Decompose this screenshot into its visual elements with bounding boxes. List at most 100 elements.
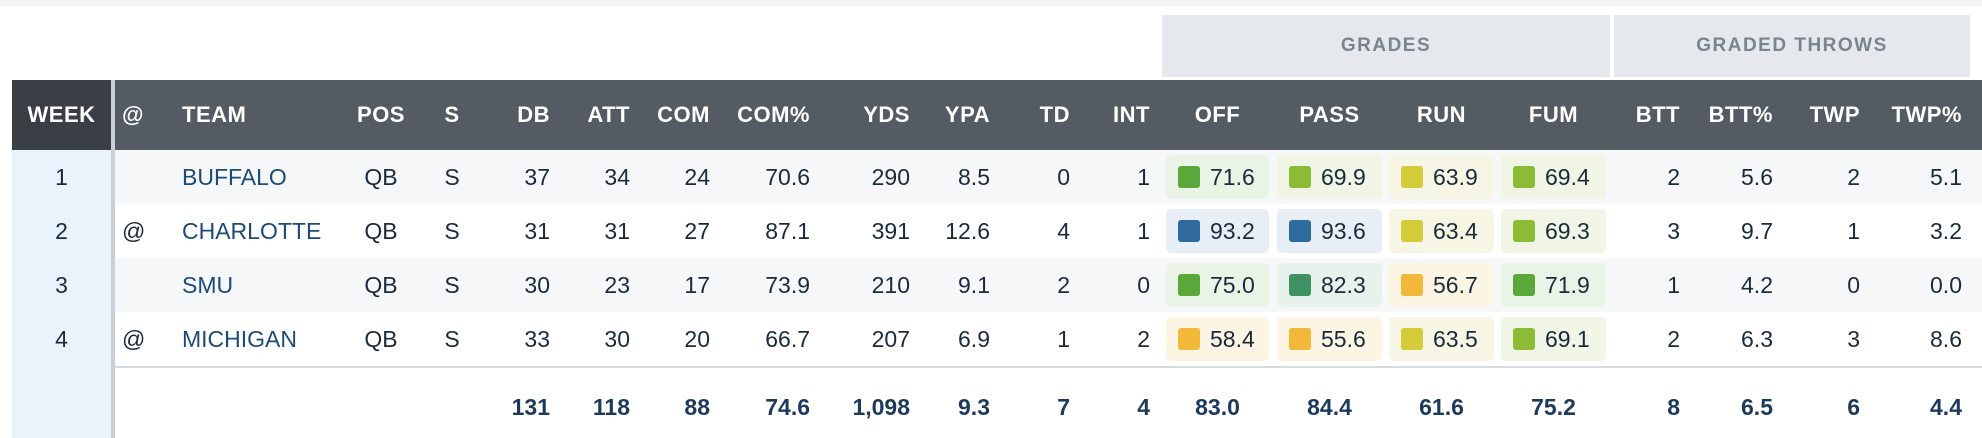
cell-att: 30	[604, 326, 630, 352]
cell-yds: 391	[871, 218, 910, 244]
total-com: 88	[684, 394, 710, 420]
column-header-pass[interactable]: PASS	[1299, 102, 1360, 127]
cell-db: 33	[524, 326, 550, 352]
column-header-com-pct[interactable]: COM%	[737, 102, 810, 127]
cell-btt: 1	[1667, 272, 1680, 298]
column-header-team[interactable]: TEAM	[182, 102, 247, 127]
cell-td: 2	[1057, 272, 1070, 298]
cell-at	[122, 150, 152, 204]
cell-btt: 3	[1667, 218, 1680, 244]
totals-divider	[115, 366, 1982, 368]
column-header-yds[interactable]: YDS	[863, 102, 910, 127]
total-fum: 75.2	[1531, 394, 1576, 420]
cell-week: 3	[55, 272, 68, 298]
grade-badge-fum: 71.9	[1501, 263, 1606, 307]
cell-pos: QB	[364, 164, 398, 190]
column-header-off[interactable]: OFF	[1194, 102, 1241, 127]
cell-yds: 210	[871, 272, 910, 298]
column-header-db[interactable]: DB	[517, 102, 550, 127]
cell-week: 1	[55, 164, 68, 190]
cell-twp-pct: 3.2	[1930, 218, 1962, 244]
group-header-graded-throws: GRADED THROWS	[1614, 15, 1970, 77]
grade-value-run: 56.7	[1433, 272, 1478, 298]
cell-com: 27	[684, 218, 710, 244]
table-row	[115, 150, 1982, 204]
cell-s: S	[444, 326, 460, 352]
total-yds: 1,098	[852, 394, 910, 420]
grade-color-swatch	[1289, 166, 1311, 188]
cell-com: 24	[684, 164, 710, 190]
column-header-com[interactable]: COM	[657, 102, 710, 127]
column-header-pos[interactable]: POS	[357, 102, 405, 127]
total-td: 7	[1057, 394, 1070, 420]
cell-db: 31	[524, 218, 550, 244]
cell-twp-pct: 5.1	[1930, 164, 1962, 190]
cell-td: 0	[1057, 164, 1070, 190]
column-header-at[interactable]: @	[122, 102, 144, 127]
column-header-ypa[interactable]: YPA	[944, 102, 990, 127]
total-btt-pct: 6.5	[1741, 394, 1773, 420]
column-header-run[interactable]: RUN	[1416, 102, 1467, 127]
cell-com-pct: 87.1	[765, 218, 810, 244]
cell-com-pct: 66.7	[765, 326, 810, 352]
column-header-btt-pct[interactable]: BTT%	[1708, 102, 1773, 127]
cell-twp-pct: 8.6	[1930, 326, 1962, 352]
grade-value-fum: 69.4	[1545, 164, 1590, 190]
grade-value-run: 63.5	[1433, 326, 1478, 352]
column-header-td[interactable]: TD	[1039, 102, 1070, 127]
column-header-week[interactable]: WEEK	[27, 102, 96, 127]
total-ypa: 9.3	[958, 394, 990, 420]
cell-at: @	[122, 218, 146, 244]
cell-twp: 3	[1847, 326, 1860, 352]
top-strip	[0, 0, 1982, 6]
cell-pos: QB	[364, 326, 398, 352]
grade-value-off: 58.4	[1210, 326, 1255, 352]
team-link[interactable]: SMU	[182, 272, 234, 298]
grade-color-swatch	[1401, 220, 1423, 242]
total-pass: 84.4	[1307, 394, 1352, 420]
grade-color-swatch	[1401, 328, 1423, 350]
cell-s: S	[444, 164, 460, 190]
cell-ypa: 8.5	[958, 164, 990, 190]
cell-btt: 2	[1667, 164, 1680, 190]
grade-color-swatch	[1513, 166, 1535, 188]
grade-badge-pass: 93.6	[1277, 209, 1382, 253]
grade-value-off: 71.6	[1210, 164, 1255, 190]
cell-yds: 207	[871, 326, 910, 352]
cell-week: 2	[55, 218, 68, 244]
grade-badge-fum: 69.1	[1501, 317, 1606, 361]
column-header-twp[interactable]: TWP	[1809, 102, 1860, 127]
header-row	[12, 80, 1982, 150]
grade-value-off: 93.2	[1210, 218, 1255, 244]
cell-btt-pct: 5.6	[1741, 164, 1773, 190]
grade-badge-off: 93.2	[1166, 209, 1269, 253]
cell-btt-pct: 9.7	[1741, 218, 1773, 244]
cell-week: 4	[55, 326, 68, 352]
week-header-bg	[12, 80, 111, 150]
total-int: 4	[1137, 394, 1150, 420]
cell-yds: 290	[871, 164, 910, 190]
team-link[interactable]: BUFFALO	[182, 164, 287, 190]
grade-badge-run: 63.9	[1389, 155, 1494, 199]
total-twp: 6	[1847, 394, 1860, 420]
grade-value-run: 63.9	[1433, 164, 1478, 190]
cell-btt: 2	[1667, 326, 1680, 352]
column-header-btt[interactable]: BTT	[1635, 102, 1680, 127]
total-twp-pct: 4.4	[1930, 394, 1962, 420]
cell-ypa: 12.6	[945, 218, 990, 244]
column-header-s[interactable]: S	[444, 102, 460, 127]
cell-int: 1	[1137, 164, 1150, 190]
grade-color-swatch	[1289, 328, 1311, 350]
cell-com: 17	[684, 272, 710, 298]
column-header-fum[interactable]: FUM	[1528, 102, 1579, 127]
grade-color-swatch	[1178, 328, 1200, 350]
column-header-att[interactable]: ATT	[587, 102, 630, 127]
column-header-twp-pct[interactable]: TWP%	[1891, 102, 1962, 127]
grade-badge-pass: 55.6	[1277, 317, 1382, 361]
total-db: 131	[511, 394, 550, 420]
grade-badge-fum: 69.4	[1501, 155, 1606, 199]
team-link[interactable]: MICHIGAN	[182, 326, 297, 352]
column-header-int[interactable]: INT	[1113, 102, 1150, 127]
team-link[interactable]: CHARLOTTE	[182, 218, 322, 244]
